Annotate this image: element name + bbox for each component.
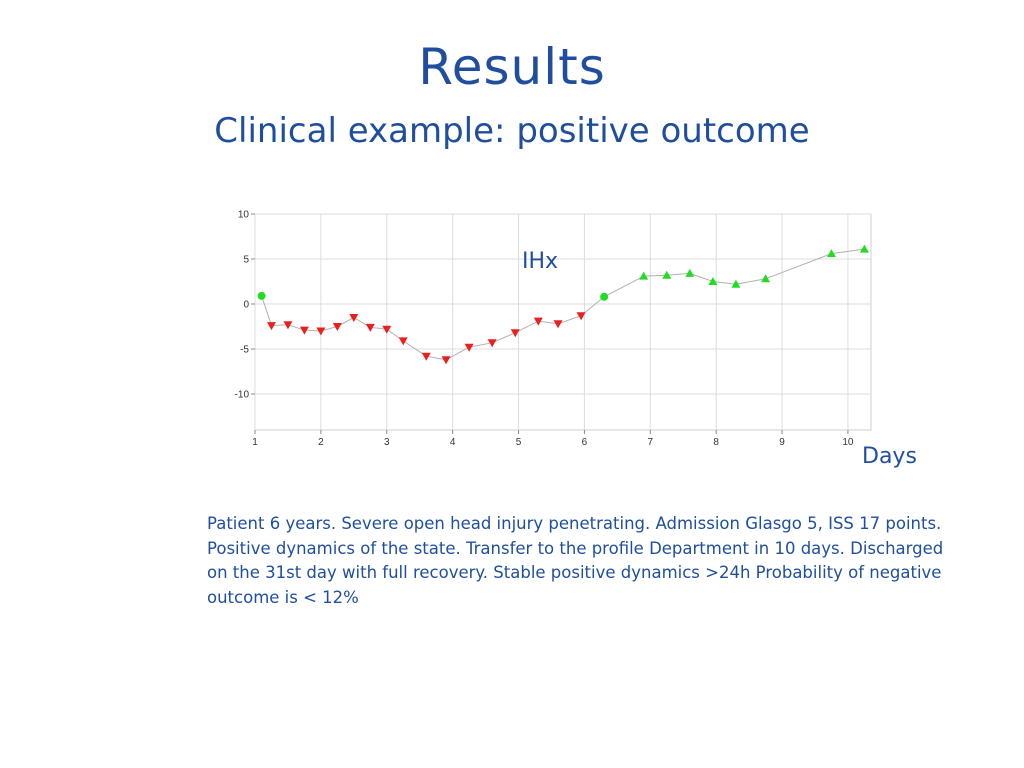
data-markers <box>257 244 869 365</box>
x-axis-ticks: 1 2 3 4 5 6 7 8 9 10 <box>252 430 854 448</box>
data-point-down-triangle <box>576 312 586 321</box>
data-point-down-triangle <box>316 327 326 336</box>
data-point-down-triangle <box>464 343 474 352</box>
data-point-down-triangle <box>421 352 431 361</box>
x-tick-label: 4 <box>450 437 456 448</box>
data-point-up-triangle <box>685 268 695 277</box>
data-point-down-triangle <box>487 339 497 348</box>
data-point-up-triangle <box>708 277 718 285</box>
data-point-down-triangle <box>349 314 359 322</box>
data-point-up-triangle <box>761 274 771 283</box>
data-point-down-triangle <box>398 337 408 346</box>
x-tick-label: 9 <box>779 437 785 448</box>
x-tick-label: 6 <box>582 437 588 448</box>
data-point-up-triangle <box>662 270 672 279</box>
description-line: Patient 6 years. Severe open head injury… <box>207 514 942 533</box>
x-tick-label: 5 <box>516 437 522 448</box>
x-tick-label: 1 <box>252 437 258 448</box>
data-point-circle <box>600 292 609 301</box>
y-tick-label: 5 <box>243 255 249 266</box>
x-tick-label: 7 <box>648 437 654 448</box>
data-point-down-triangle <box>510 329 520 338</box>
x-tick-label: 8 <box>713 437 719 448</box>
slide-title: Results <box>418 38 606 96</box>
grid-lines <box>254 213 871 430</box>
data-point-down-triangle <box>365 323 375 332</box>
y-tick-label: 10 <box>238 210 250 221</box>
data-point-down-triangle <box>266 322 276 331</box>
series-label: IHx <box>522 249 559 274</box>
patient-description: Patient 6 years. Severe open head injury… <box>207 512 947 610</box>
data-point-down-triangle <box>553 320 563 329</box>
data-point-up-triangle <box>826 249 836 258</box>
data-point-down-triangle <box>332 323 342 331</box>
description-line: on the 31st day with full recovery. Stab… <box>207 563 942 582</box>
data-point-down-triangle <box>382 325 392 334</box>
data-point-up-triangle <box>731 279 741 288</box>
data-point-down-triangle <box>441 356 451 365</box>
data-point-up-triangle <box>639 271 649 280</box>
y-tick-label: 0 <box>243 300 249 311</box>
slide-subtitle: Clinical example: positive outcome <box>214 111 810 149</box>
y-tick-label: -10 <box>235 390 250 401</box>
x-tick-label: 2 <box>318 437 324 448</box>
y-tick-label: -5 <box>240 345 249 356</box>
data-point-circle <box>257 291 266 300</box>
data-point-down-triangle <box>283 321 293 330</box>
x-tick-label: 3 <box>384 437 390 448</box>
data-point-down-triangle <box>533 317 543 326</box>
description-line: Positive dynamics of the state. Transfer… <box>207 538 944 558</box>
description-line: outcome is < 12% <box>207 587 359 607</box>
data-point-up-triangle <box>859 244 869 253</box>
x-axis-label: Days <box>862 444 917 469</box>
x-tick-label: 10 <box>842 437 854 448</box>
y-axis-ticks: 10 5 0 -5 -10 <box>235 210 255 401</box>
data-point-down-triangle <box>299 326 309 335</box>
